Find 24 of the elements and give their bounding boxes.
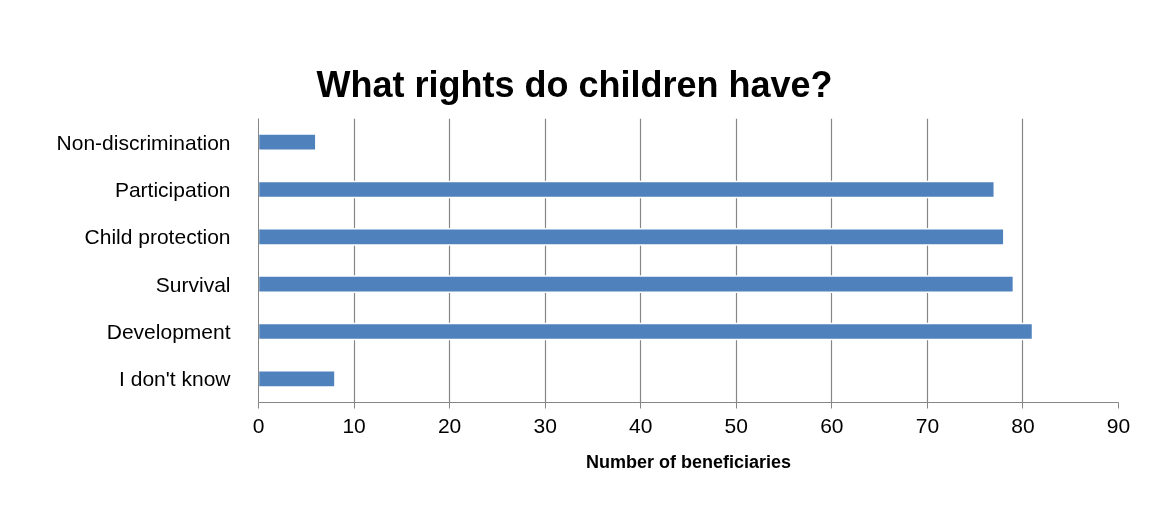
y-tick-label: Development (106, 320, 231, 343)
x-tick-label: 10 (342, 413, 366, 437)
bar (258, 322, 1034, 341)
chart-title: What rights do children have? (316, 63, 833, 105)
bar (258, 180, 996, 199)
y-tick-label: Child protection (84, 225, 231, 249)
x-tick-label: 90 (1106, 413, 1131, 437)
x-axis-title: Number of beneficiaries (585, 451, 792, 472)
x-tick-label: 30 (533, 413, 557, 437)
x-tick-label: 60 (820, 413, 844, 437)
x-tick-label: 0 (252, 413, 265, 437)
y-tick-label: Survival (155, 272, 231, 296)
bar (258, 228, 1005, 246)
x-tick-label: 80 (1011, 413, 1035, 437)
y-tick-label: I don't know (119, 367, 232, 391)
bar (258, 370, 336, 388)
bar (258, 275, 1015, 293)
bar (258, 133, 317, 151)
y-tick-label: Participation (114, 178, 231, 201)
y-tick-label: Non-discrimination (56, 130, 231, 154)
x-tick-label: 50 (724, 413, 748, 437)
x-tick-label: 40 (629, 413, 653, 437)
x-tick-label: 70 (915, 413, 940, 437)
x-tick-label: 20 (437, 413, 462, 437)
